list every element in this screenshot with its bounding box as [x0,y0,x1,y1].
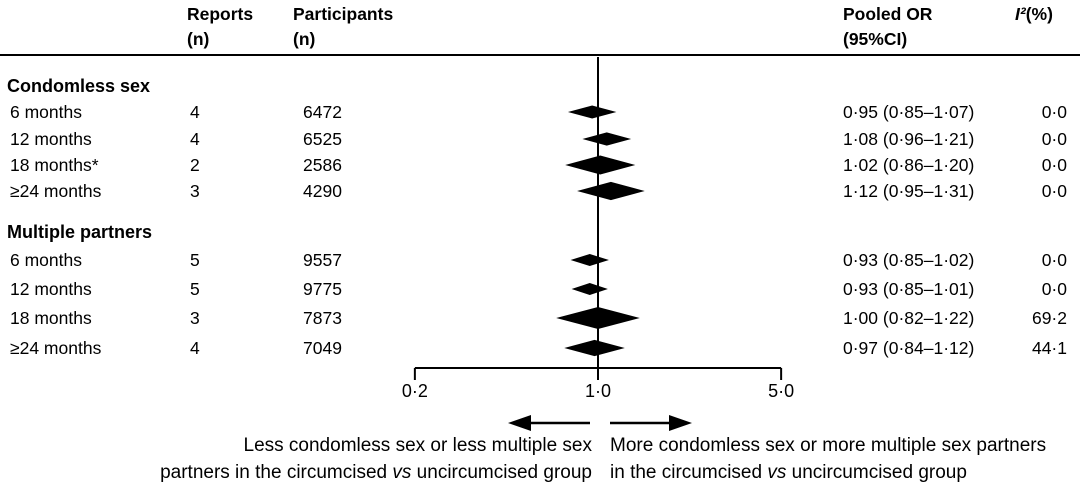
i2-value: 0·0 [1041,279,1067,299]
tick-label: 0·2 [402,381,428,401]
participants-value: 6525 [303,129,342,149]
pooled-or-value: 1·00 (0·82–1·22) [843,308,975,328]
row-label: ≥24 months [10,338,102,358]
reports-value: 2 [190,155,200,175]
participants-value: 9557 [303,250,342,270]
table-row: 18 months 3 7873 1·00 (0·82–1·22) 69·2 [0,305,1080,331]
row-label: 6 months [10,102,82,122]
diamond-marker [571,283,608,295]
more-line2-post: uncircumcised group [786,462,967,483]
less-arrow-head-icon [508,415,531,431]
more-arrow-head-icon [669,415,692,431]
i-squared-symbol: I² [1015,4,1026,24]
row-label: ≥24 months [10,181,102,201]
i2-value: 0·0 [1041,181,1067,201]
header-rule [0,54,1080,56]
table-row: 12 months 5 9775 0·93 (0·85–1·01) 0·0 [0,276,1080,302]
row-label: Multiple partners [7,222,153,242]
table-row: 18 months* 2 2586 1·02 (0·86–1·20) 0·0 [0,152,1080,178]
tick-label: 1·0 [585,381,611,401]
less-direction-line2: partners in the circumcised vs uncircumc… [96,459,592,486]
col-header-pooled-line1: Pooled OR [843,4,933,24]
pooled-or-value: 1·08 (0·96–1·21) [843,129,975,149]
group-header-row: Multiple partners [0,219,1080,245]
reports-value: 3 [190,181,200,201]
i-squared-unit: (%) [1025,4,1053,24]
row-label: 6 months [10,250,82,270]
less-line2-pre: partners in the circumcised [160,462,393,483]
more-direction-label: More condomless sex or more multiple sex… [610,432,1080,486]
pooled-or-value: 0·97 (0·84–1·12) [843,338,975,358]
col-header-participants-line1: Participants [293,4,394,24]
reports-value: 4 [190,129,200,149]
table-row: 6 months 4 6472 0·95 (0·85–1·07) 0·0 [0,99,1080,125]
reports-value: 3 [190,308,200,328]
diamond-marker [556,307,640,329]
table-row: ≥24 months 3 4290 1·12 (0·95–1·31) 0·0 [0,178,1080,204]
diamond-marker [570,254,609,266]
i2-value: 0·0 [1041,129,1067,149]
participants-value: 4290 [303,181,342,201]
reports-value: 5 [190,250,200,270]
i2-value: 0·0 [1041,155,1067,175]
i2-value: 0·0 [1041,102,1067,122]
row-label: 12 months [10,129,92,149]
pooled-or-value: 1·12 (0·95–1·31) [843,181,975,201]
reports-value: 5 [190,279,200,299]
table-row: 12 months 4 6525 1·08 (0·96–1·21) 0·0 [0,126,1080,152]
col-header-reports: Reports (n) [187,2,253,52]
row-label: Condomless sex [7,76,151,96]
diamond-marker [582,132,632,146]
col-header-pooled-or: Pooled OR (95%CI) [843,2,932,52]
participants-value: 6472 [303,102,342,122]
table-row: 6 months 5 9557 0·93 (0·85–1·02) 0·0 [0,247,1080,273]
col-header-participants-line2: (n) [293,29,316,49]
diamond-marker [564,339,625,357]
row-label: 18 months [10,308,92,328]
participants-value: 7873 [303,308,342,328]
col-header-participants: Participants (n) [293,2,393,52]
tick-label: 5·0 [768,381,794,401]
less-direction-label: Less condomless sex or less multiple sex… [96,432,592,486]
pooled-or-value: 0·93 (0·85–1·01) [843,279,975,299]
col-header-reports-line1: Reports [187,4,254,24]
reports-value: 4 [190,338,200,358]
participants-value: 9775 [303,279,342,299]
table-row: ≥24 months 4 7049 0·97 (0·84–1·12) 44·1 [0,335,1080,361]
pooled-or-value: 0·95 (0·85–1·07) [843,102,975,122]
pooled-or-value: 1·02 (0·86–1·20) [843,155,975,175]
group-header-row: Condomless sex [0,73,1080,99]
row-label: 12 months [10,279,92,299]
diamond-marker [577,181,645,201]
i2-value: 44·1 [1031,338,1067,358]
i2-value: 69·2 [1031,308,1067,328]
col-header-pooled-line2: (95%CI) [843,29,908,49]
diamond-marker [567,105,617,119]
more-line2-pre: in the circumcised [610,462,768,483]
participants-value: 2586 [303,155,342,175]
col-header-i-squared: I²(%) [1015,2,1053,27]
more-line2-vs: vs [767,462,787,483]
less-direction-line1: Less condomless sex or less multiple sex [243,435,592,456]
less-line2-post: uncircumcised group [411,462,592,483]
reports-value: 4 [190,102,200,122]
col-header-reports-line2: (n) [187,29,210,49]
participants-value: 7049 [303,338,342,358]
diamond-marker [565,155,636,175]
less-line2-vs: vs [392,462,412,483]
pooled-or-value: 0·93 (0·85–1·02) [843,250,975,270]
more-direction-line2: in the circumcised vs uncircumcised grou… [610,459,1080,486]
more-direction-line1: More condomless sex or more multiple sex… [610,435,1047,456]
row-label: 18 months* [10,155,99,175]
i2-value: 0·0 [1041,250,1067,270]
